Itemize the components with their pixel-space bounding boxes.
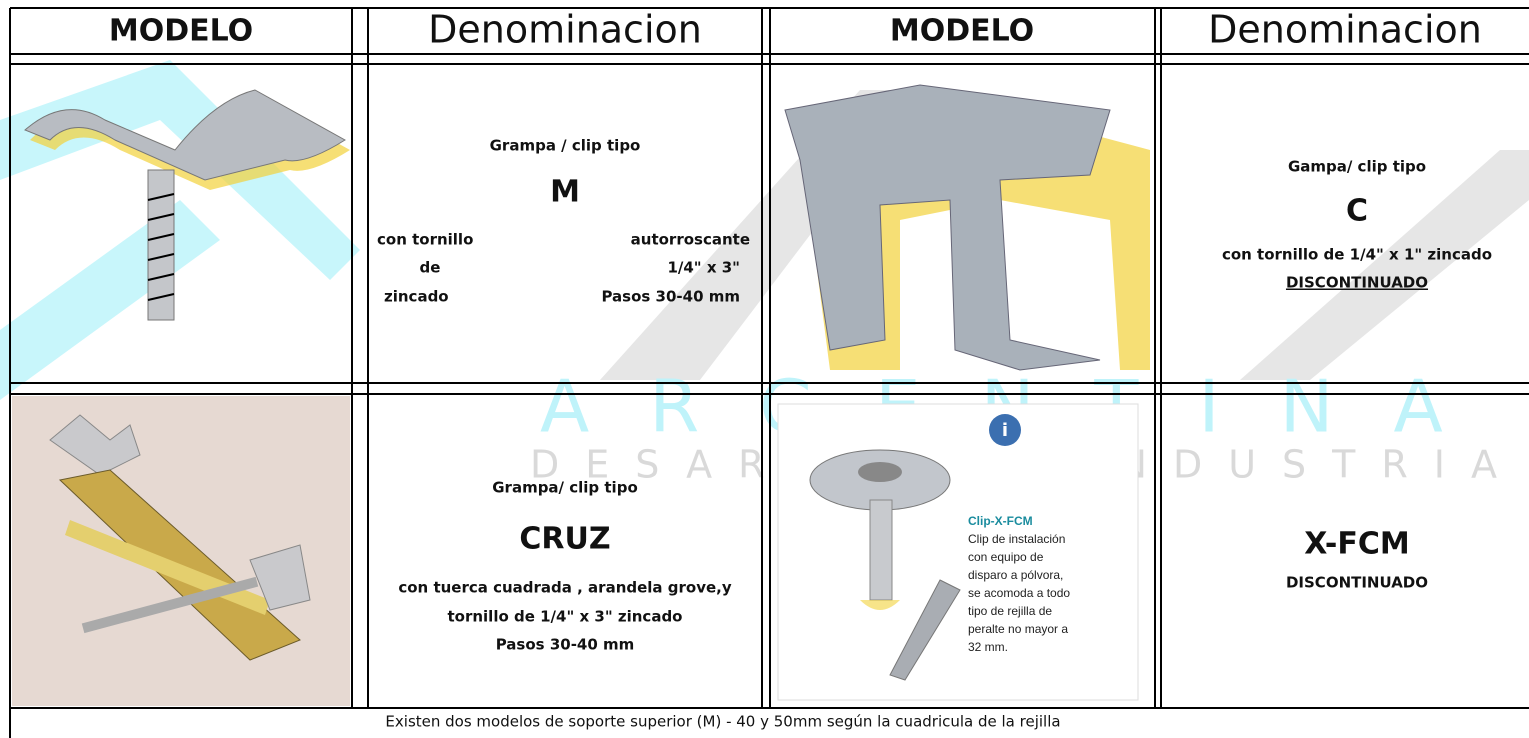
watermark-shape (1240, 150, 1529, 380)
cell-text: DISCONTINUADO (1286, 574, 1428, 592)
cell-text: de (420, 259, 441, 277)
image-caption-line: se acomoda a todo (968, 586, 1070, 600)
clip-cruz-image (12, 396, 350, 706)
table-borders (9, 7, 1529, 738)
cell-text: M (550, 175, 580, 210)
header-cell: MODELO (890, 14, 1034, 49)
cell-text: C (1346, 194, 1368, 229)
cell-text: DISCONTINUADO (1286, 274, 1428, 292)
cell-text: autorroscante (631, 231, 750, 249)
cell-text: con tornillo (377, 231, 473, 249)
svg-text:i: i (1002, 420, 1008, 441)
image-caption-line: peralte no mayor a (968, 622, 1068, 636)
clip-x-fcm-image: i (777, 403, 1139, 701)
cell-text: zincado (384, 288, 449, 306)
image-caption-line: disparo a pólvora, (968, 568, 1063, 582)
cell-text: con tuerca cuadrada , arandela grove,y (398, 579, 732, 597)
image-caption: Clip de instalación con equipo de disparo … (968, 532, 1070, 654)
image-caption-line: 32 mm. (968, 640, 1008, 654)
header-cell: MODELO (109, 14, 253, 49)
cell-text: X-FCM (1304, 527, 1410, 562)
cell-text: Gampa/ clip tipo (1288, 158, 1426, 176)
cell-text: CRUZ (519, 522, 610, 557)
image-caption-line: tipo de rejilla de (968, 604, 1052, 618)
cell-text: Pasos 30-40 mm (601, 288, 740, 306)
header-cell: Denominacion (428, 8, 702, 52)
cell-text: 1/4" x 3" (667, 259, 740, 277)
header-cell: Denominacion (1208, 8, 1482, 52)
cell-text: tornillo de 1/4" x 3" zincado (447, 608, 682, 626)
clip-c-image (784, 84, 1150, 371)
cell-text: Grampa / clip tipo (490, 137, 641, 155)
cell-text: Pasos 30-40 mm (496, 636, 635, 654)
footer-note: Existen dos modelos de soporte superior … (385, 713, 1060, 731)
cell-text: con tornillo de 1/4" x 1" zincado (1222, 246, 1492, 264)
image-caption-line: Clip de instalación (968, 532, 1065, 546)
image-caption-title: Clip-X-FCM (968, 514, 1033, 528)
image-caption-line: con equipo de (968, 550, 1044, 564)
cell-text: Grampa/ clip tipo (492, 479, 638, 497)
watermark-shape (0, 200, 220, 400)
clip-m-image (24, 89, 350, 321)
